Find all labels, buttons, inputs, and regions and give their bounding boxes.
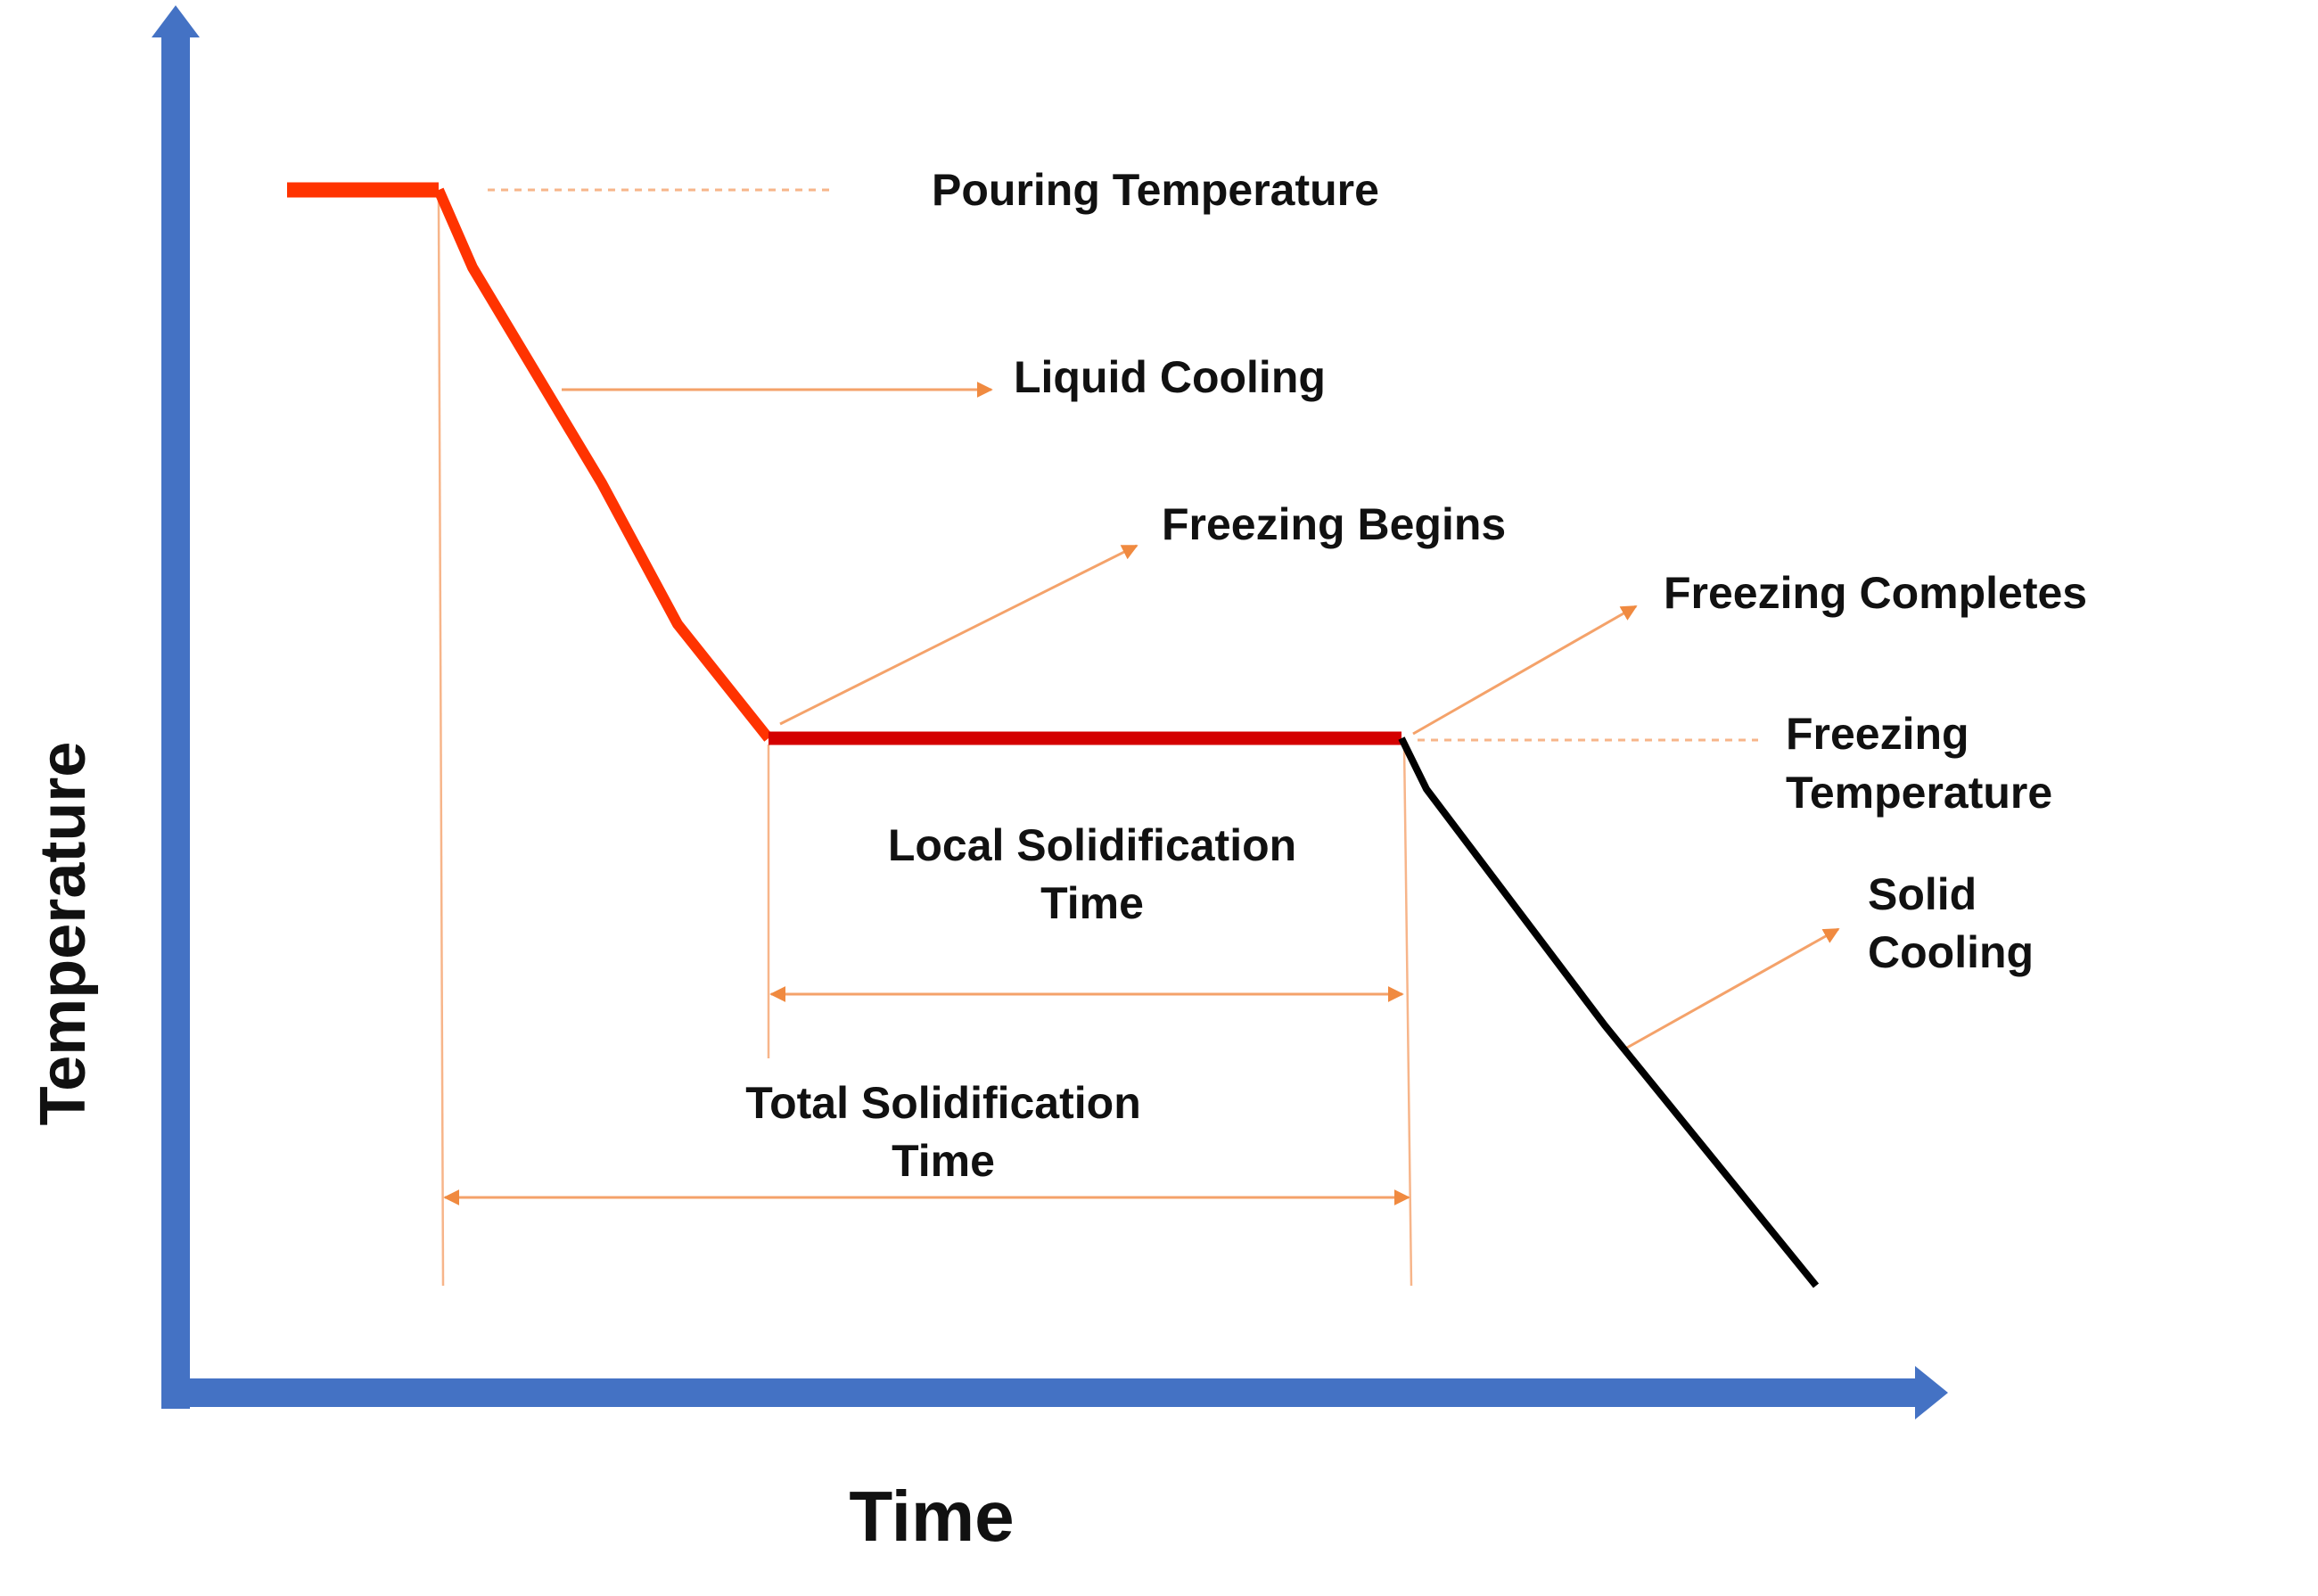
pouring-end-guide <box>437 200 445 1287</box>
x-axis <box>161 1366 1948 1419</box>
pouring-temperature-label: Pouring Temperature <box>932 165 1379 215</box>
solid-cooling-segment <box>1398 736 1820 1288</box>
local-solidification-label-line1: Local Solidification <box>888 820 1296 870</box>
freezing-completes-label: Freezing Completes <box>1664 568 2087 618</box>
total-solidification-label-line2: Time <box>892 1136 995 1186</box>
freezing-begins-label: Freezing Begins <box>1162 499 1506 549</box>
solid-cooling-pointer <box>1626 927 1840 1049</box>
freezing-temperature-label-line2: Temperature <box>1786 768 2052 818</box>
freezing-begins-pointer <box>779 544 1138 726</box>
freezing-completes-pointer <box>1412 605 1638 736</box>
y-axis <box>152 5 200 1409</box>
liquid-cooling-label: Liquid Cooling <box>1014 352 1326 402</box>
y-axis-label: Temperature <box>28 742 99 1126</box>
local-solidification-label-line2: Time <box>1040 878 1144 928</box>
x-axis-label: Time <box>849 1477 1014 1556</box>
x-axis-arrow-icon <box>1915 1366 1948 1419</box>
total-solidification-label-line1: Total Solidification <box>745 1078 1141 1128</box>
freezing-temperature-label-line1: Freezing <box>1786 709 1969 759</box>
freezing-complete-guide <box>1402 744 1413 1287</box>
solid-cooling-label-line1: Solid <box>1868 869 1977 919</box>
liquid-cooling-segment <box>433 187 773 742</box>
solid-cooling-label-line2: Cooling <box>1868 927 2034 977</box>
y-axis-arrow-icon <box>152 5 200 37</box>
